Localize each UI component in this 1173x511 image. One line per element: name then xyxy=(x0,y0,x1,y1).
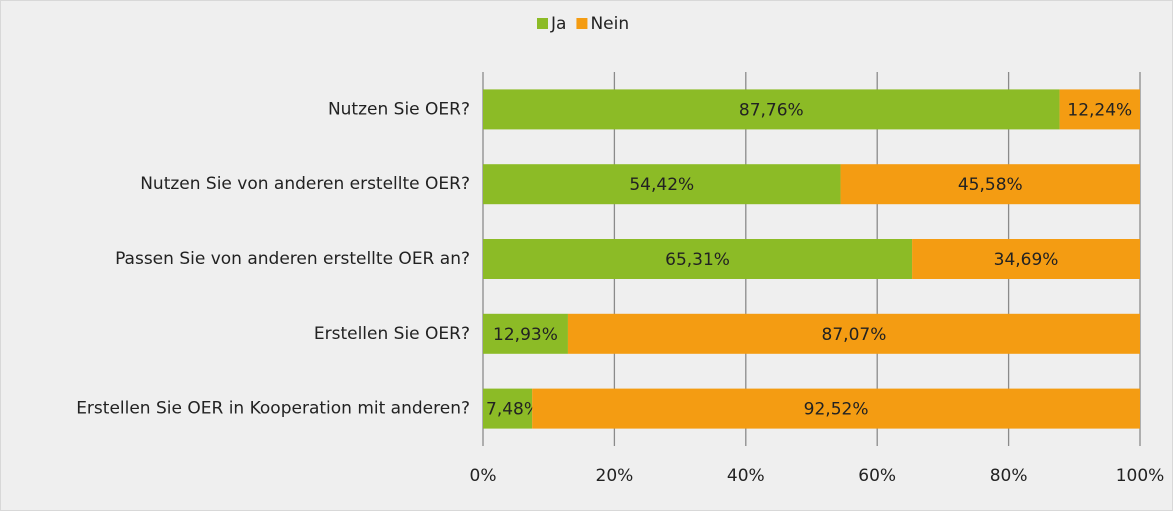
bar-segment xyxy=(483,239,913,279)
x-tick-label: 40% xyxy=(727,466,765,486)
bar-segment xyxy=(532,388,1140,429)
y-tick-label: Passen Sie von anderen erstellte OER an? xyxy=(115,249,470,269)
bar-segment xyxy=(483,164,841,205)
y-tick-label: Erstellen Sie OER in Kooperation mit and… xyxy=(76,399,470,419)
legend-swatch xyxy=(537,18,548,29)
data-label: 92,52% xyxy=(804,400,869,420)
bar-segment xyxy=(1059,89,1140,130)
data-label: 45,58% xyxy=(958,175,1023,195)
data-label: 54,42% xyxy=(629,175,694,195)
x-tick-label: 100% xyxy=(1116,466,1165,486)
legend-label: Nein xyxy=(590,14,629,34)
x-tick-label: 20% xyxy=(596,466,634,486)
legend-label: Ja xyxy=(550,14,566,34)
bar-segment xyxy=(483,313,568,354)
bar-segment xyxy=(483,388,533,429)
data-label: 12,93% xyxy=(493,325,558,345)
x-tick-label: 60% xyxy=(858,466,896,486)
data-label: 87,76% xyxy=(739,100,804,120)
y-tick-label: Nutzen Sie OER? xyxy=(328,99,470,119)
data-label: 34,69% xyxy=(994,250,1059,270)
x-tick-label: 80% xyxy=(990,466,1028,486)
data-label: 65,31% xyxy=(665,250,730,270)
data-label: 87,07% xyxy=(822,325,887,345)
x-tick-label: 0% xyxy=(470,466,497,486)
data-label: 7,48% xyxy=(486,400,540,420)
bar-segment xyxy=(840,164,1140,205)
bar-segment xyxy=(912,239,1140,279)
bar-segment xyxy=(567,313,1140,354)
y-tick-label: Nutzen Sie von anderen erstellte OER? xyxy=(140,174,470,194)
y-tick-label: Erstellen Sie OER? xyxy=(314,324,470,344)
bar-segment xyxy=(483,89,1060,130)
legend-swatch xyxy=(576,18,588,29)
data-label: 12,24% xyxy=(1067,100,1132,120)
